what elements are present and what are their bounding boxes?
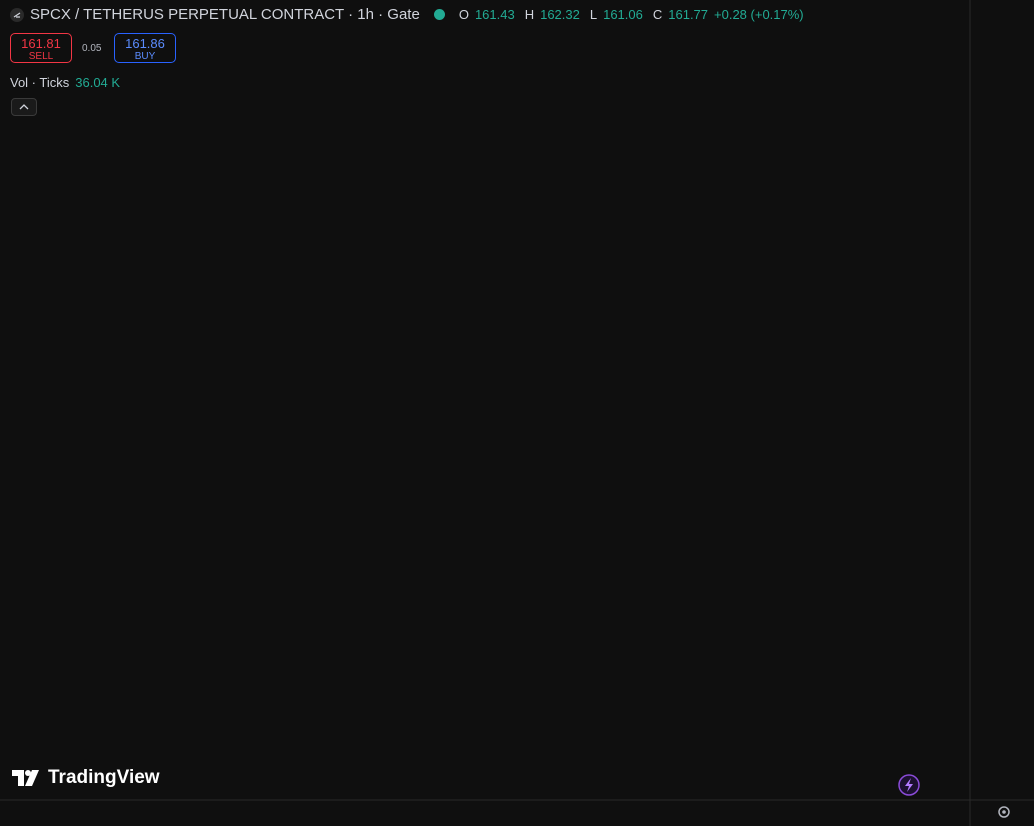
buy-label: BUY [134,51,156,62]
ohlc-value: 161.43 [474,7,515,22]
buy-price: 161.86 [125,36,165,51]
ohlc-key: H [524,7,535,22]
collapse-button[interactable] [11,98,37,116]
ohlc-value: 162.32 [540,7,580,22]
ohlc-key: L [589,7,598,22]
logo-mark [25,770,31,776]
market-status [433,9,445,20]
volume-title: Vol · Ticks [10,75,70,90]
symbol-icon [10,7,24,22]
spread: 0.05 [82,43,102,54]
sell-button[interactable]: 161.81 SELL [10,33,72,63]
logo-mark [25,770,39,786]
legend: SPCX / TETHERUS PERPETUAL CONTRACT · 1h … [10,6,804,23]
logo-mark [12,770,24,786]
volume-value: 36.04 K [75,75,121,90]
ohlc-value: 161.06 [603,7,643,22]
brand-name: TradingView [48,767,160,788]
settings-button[interactable] [998,806,1010,818]
collapse-icon [19,104,29,110]
ohlc-key: C [652,7,663,22]
buy-button[interactable]: 161.86 BUY [114,33,176,63]
sell-label: SELL [28,51,54,62]
change: +0.28 (+0.17%) [714,7,804,22]
symbol-title: SPCX / TETHERUS PERPETUAL CONTRACT · 1h … [30,6,420,23]
settings-icon [1002,810,1006,814]
ohlc-key: O [458,7,469,22]
brand-logo: TradingView [12,767,160,788]
volume-legend: Vol · Ticks 36.04 K [10,75,120,90]
overlay: TradingView [12,767,1010,818]
sell-price: 161.81 [21,36,61,51]
lightning-icon [905,778,913,792]
ohlc-value: 161.77 [668,7,709,22]
